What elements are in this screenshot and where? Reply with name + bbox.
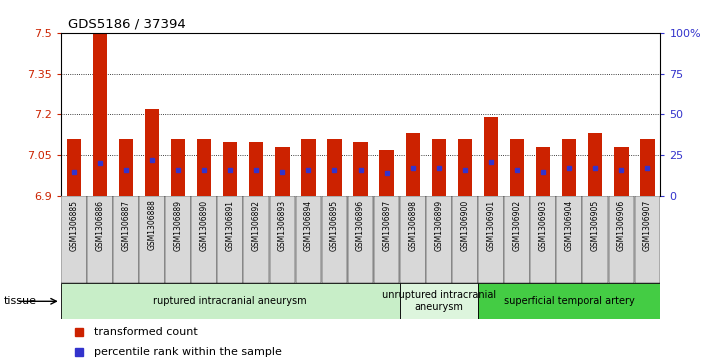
Text: GSM1306894: GSM1306894: [304, 200, 313, 250]
Text: percentile rank within the sample: percentile rank within the sample: [94, 347, 281, 357]
Bar: [301, 139, 316, 196]
FancyBboxPatch shape: [504, 196, 530, 283]
Text: unruptured intracranial
aneurysm: unruptured intracranial aneurysm: [382, 290, 496, 312]
Text: GSM1306896: GSM1306896: [356, 200, 365, 250]
Bar: [197, 139, 211, 196]
Text: GSM1306887: GSM1306887: [121, 200, 131, 250]
Bar: [484, 117, 498, 196]
FancyBboxPatch shape: [243, 196, 269, 283]
FancyBboxPatch shape: [556, 196, 582, 283]
Bar: [458, 139, 472, 196]
Text: GSM1306893: GSM1306893: [278, 200, 287, 250]
FancyBboxPatch shape: [191, 196, 217, 283]
FancyBboxPatch shape: [583, 196, 608, 283]
Bar: [66, 139, 81, 196]
Bar: [432, 139, 446, 196]
Text: GDS5186 / 37394: GDS5186 / 37394: [68, 18, 186, 31]
Text: GSM1306899: GSM1306899: [434, 200, 443, 250]
Text: GSM1306901: GSM1306901: [486, 200, 496, 250]
FancyBboxPatch shape: [296, 196, 321, 283]
Bar: [171, 139, 185, 196]
FancyBboxPatch shape: [478, 196, 504, 283]
Bar: [510, 139, 524, 196]
Text: transformed count: transformed count: [94, 327, 198, 337]
Text: GSM1306885: GSM1306885: [69, 200, 79, 250]
Text: GSM1306886: GSM1306886: [95, 200, 104, 250]
FancyBboxPatch shape: [452, 196, 478, 283]
FancyBboxPatch shape: [400, 196, 426, 283]
Text: GSM1306892: GSM1306892: [252, 200, 261, 250]
FancyBboxPatch shape: [348, 196, 373, 283]
Text: GSM1306890: GSM1306890: [200, 200, 208, 250]
FancyBboxPatch shape: [426, 196, 451, 283]
Bar: [406, 134, 420, 196]
Text: GSM1306904: GSM1306904: [565, 200, 573, 251]
FancyBboxPatch shape: [139, 196, 165, 283]
Bar: [93, 33, 107, 196]
FancyBboxPatch shape: [217, 196, 243, 283]
FancyBboxPatch shape: [322, 196, 347, 283]
Text: ruptured intracranial aneurysm: ruptured intracranial aneurysm: [154, 296, 307, 306]
FancyBboxPatch shape: [400, 283, 478, 319]
Bar: [614, 147, 628, 196]
FancyBboxPatch shape: [374, 196, 399, 283]
Bar: [327, 139, 342, 196]
Bar: [223, 142, 237, 196]
Bar: [379, 150, 394, 196]
Text: GSM1306905: GSM1306905: [590, 200, 600, 251]
FancyBboxPatch shape: [113, 196, 139, 283]
Bar: [353, 142, 368, 196]
Text: GSM1306895: GSM1306895: [330, 200, 339, 250]
Bar: [145, 109, 159, 196]
Text: GSM1306897: GSM1306897: [382, 200, 391, 250]
FancyBboxPatch shape: [478, 283, 660, 319]
Text: GSM1306888: GSM1306888: [148, 200, 156, 250]
FancyBboxPatch shape: [608, 196, 634, 283]
Text: GSM1306902: GSM1306902: [513, 200, 521, 250]
FancyBboxPatch shape: [87, 196, 113, 283]
Bar: [249, 142, 263, 196]
Text: GSM1306907: GSM1306907: [643, 200, 652, 251]
Bar: [275, 147, 289, 196]
Text: tissue: tissue: [4, 296, 36, 306]
Text: GSM1306903: GSM1306903: [538, 200, 548, 251]
Text: GSM1306889: GSM1306889: [174, 200, 183, 250]
FancyBboxPatch shape: [61, 283, 400, 319]
FancyBboxPatch shape: [165, 196, 191, 283]
Bar: [640, 139, 655, 196]
FancyBboxPatch shape: [61, 196, 86, 283]
Text: GSM1306900: GSM1306900: [461, 200, 469, 251]
FancyBboxPatch shape: [531, 196, 556, 283]
Bar: [119, 139, 133, 196]
Bar: [536, 147, 550, 196]
Text: superficial temporal artery: superficial temporal artery: [504, 296, 635, 306]
Text: GSM1306906: GSM1306906: [617, 200, 626, 251]
Bar: [562, 139, 576, 196]
Text: GSM1306898: GSM1306898: [408, 200, 417, 250]
Text: GSM1306891: GSM1306891: [226, 200, 235, 250]
FancyBboxPatch shape: [635, 196, 660, 283]
Bar: [588, 134, 603, 196]
FancyBboxPatch shape: [270, 196, 295, 283]
